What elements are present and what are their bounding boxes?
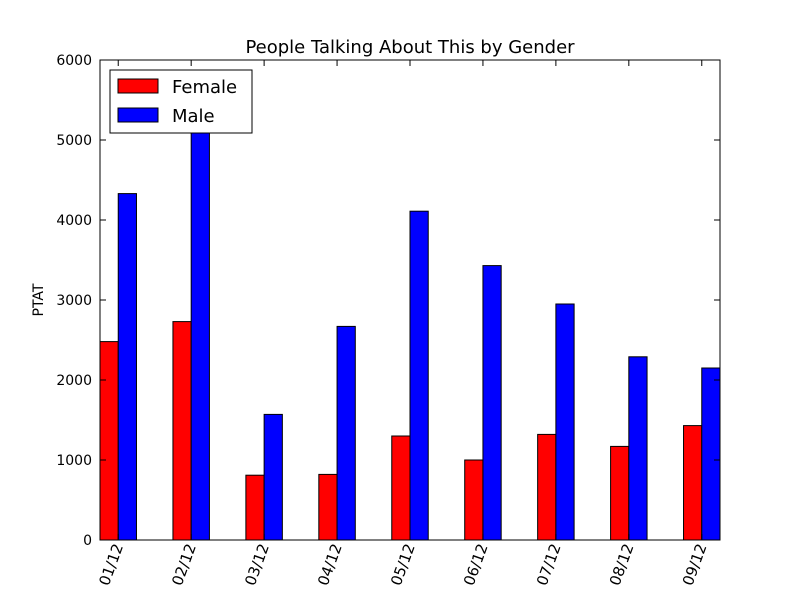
y-axis: 0 1000 2000 3000 4000 5000 6000: [56, 53, 720, 549]
x-tick-label: 06/12: [460, 541, 492, 588]
legend-swatch-female: [117, 78, 159, 94]
x-tick-label: 01/12: [95, 541, 127, 588]
y-tick-label: 4000: [56, 213, 92, 229]
y-tick-label: 2000: [56, 373, 92, 389]
bar-female-02-12: [172, 321, 192, 541]
bar-female-01-12: [99, 341, 119, 541]
bar-female-03-12: [245, 474, 265, 541]
y-tick-label: 3000: [56, 293, 92, 309]
y-axis-label: PTAT: [31, 283, 47, 316]
bar-male-08-12: [628, 356, 648, 541]
bar-male-03-12: [263, 413, 283, 541]
bar-male-01-12: [117, 193, 137, 541]
bar-female-04-12: [318, 473, 338, 541]
bar-female-09-12: [683, 425, 703, 541]
bars-layer: [99, 129, 721, 541]
x-tick-label: 03/12: [241, 541, 273, 588]
y-tick-label: 1000: [56, 453, 92, 469]
bar-male-07-12: [555, 303, 575, 541]
bar-female-06-12: [464, 459, 484, 541]
legend-label-female: Female: [172, 77, 237, 98]
legend-label-male: Male: [172, 106, 215, 127]
bar-female-05-12: [391, 435, 411, 541]
x-tick-label: 02/12: [168, 541, 200, 588]
bar-male-06-12: [482, 265, 502, 541]
y-tick-label: 0: [83, 533, 92, 549]
legend: Female Male: [109, 69, 253, 134]
x-tick-label: 09/12: [679, 541, 711, 588]
x-tick-label: 05/12: [387, 541, 419, 588]
chart-title: People Talking About This by Gender: [245, 37, 575, 58]
y-tick-label: 6000: [56, 53, 92, 69]
bar-male-09-12: [701, 367, 721, 541]
bar-male-04-12: [336, 325, 356, 541]
y-tick-label: 5000: [56, 133, 92, 149]
bar-male-05-12: [409, 210, 429, 541]
legend-swatch-male: [117, 107, 159, 123]
x-tick-label: 07/12: [533, 541, 565, 588]
bar-male-02-12: [190, 129, 210, 541]
x-tick-label: 08/12: [606, 541, 638, 588]
x-tick-label: 04/12: [314, 541, 346, 588]
bar-female-08-12: [610, 445, 630, 541]
bar-female-07-12: [537, 433, 557, 541]
